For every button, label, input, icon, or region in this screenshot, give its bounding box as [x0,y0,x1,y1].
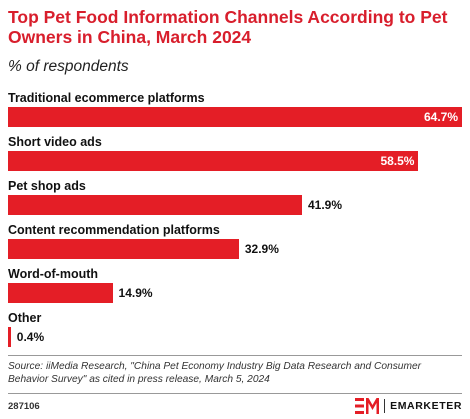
chart-title: Top Pet Food Information Channels Accord… [8,7,448,47]
bar [8,107,462,127]
value-label: 58.5% [380,154,415,168]
source-note: Source: iiMedia Research, "China Pet Eco… [8,361,422,385]
chart-subtitle: % of respondents [8,58,129,75]
value-label: 0.4% [16,330,45,344]
brand-name: EMARKETER [390,400,462,412]
bar [8,195,302,215]
chart-id: 287106 [8,401,40,412]
category-label: Traditional ecommerce platforms [8,91,205,105]
em-logo-icon [355,398,380,414]
category-label: Word-of-mouth [8,267,99,281]
bar [8,327,11,347]
value-label: 41.9% [308,198,343,212]
bar [8,283,113,303]
category-label: Content recommendation platforms [8,223,220,237]
category-label: Other [8,311,42,325]
footer-divider-bottom [8,393,462,394]
value-label: 64.7% [423,110,458,124]
bar [8,239,239,259]
category-label: Pet shop ads [8,179,86,193]
category-label: Short video ads [8,135,102,149]
bar [8,151,419,171]
value-label: 14.9% [118,286,153,300]
value-label: 32.9% [244,242,279,256]
footer-divider [8,355,462,356]
logo-separator [384,399,386,413]
emarketer-logo: EMARKETER [355,397,462,415]
